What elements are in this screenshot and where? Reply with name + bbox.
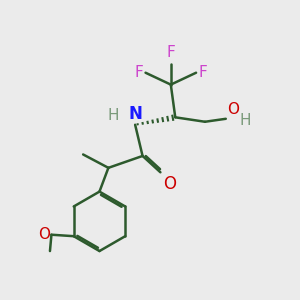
Text: N: N xyxy=(128,105,142,123)
Text: F: F xyxy=(134,65,143,80)
Text: O: O xyxy=(38,227,50,242)
Text: O: O xyxy=(227,102,239,117)
Text: F: F xyxy=(167,45,175,60)
Text: O: O xyxy=(164,175,176,193)
Text: H: H xyxy=(107,108,119,123)
Text: H: H xyxy=(239,113,251,128)
Text: F: F xyxy=(198,65,207,80)
